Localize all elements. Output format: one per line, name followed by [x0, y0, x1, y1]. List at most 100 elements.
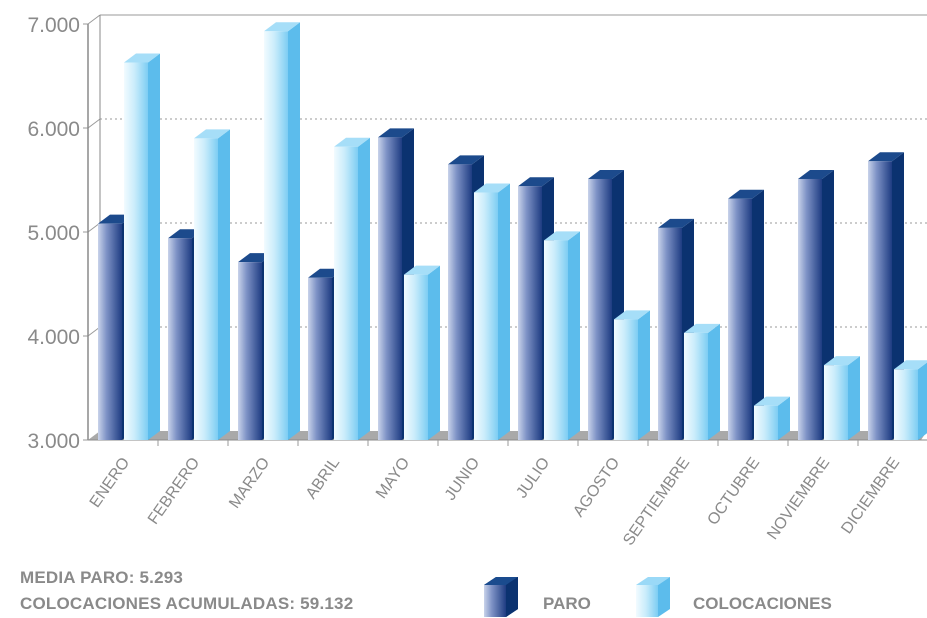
bar-colocaciones [334, 137, 370, 440]
bar-colocaciones [894, 360, 927, 440]
bar-colocaciones-side [848, 356, 860, 440]
bar-paro [728, 189, 764, 440]
legend-swatch-paro [484, 577, 518, 617]
y-tick-label: 5.000 [27, 222, 80, 245]
bar-colocaciones-top [334, 137, 370, 147]
bar-colocaciones-top [264, 22, 300, 32]
y-tick-label: 6.000 [27, 118, 80, 141]
bar-colocaciones [264, 22, 300, 441]
bar-colocaciones-side [568, 231, 580, 440]
bar-paro-top [448, 155, 484, 165]
bar-colocaciones [614, 310, 650, 440]
bar-colocaciones [824, 356, 860, 440]
bar-paro-side [752, 189, 764, 440]
bar-paro-top [588, 169, 624, 179]
x-tick-label: ABRIL [303, 454, 344, 502]
x-tick-label: NOVIEMBRE [764, 455, 833, 543]
bar-colocaciones-top [754, 396, 790, 406]
bar-colocaciones-side [638, 310, 650, 440]
y-tick-label: 3.000 [27, 430, 80, 453]
axis-layer [83, 15, 927, 446]
bar-colocaciones-side [218, 129, 230, 440]
colocaciones-acumuladas-label: COLOCACIONES ACUMULADAS: [20, 594, 296, 613]
bar-colocaciones-top [894, 360, 927, 370]
bar-paro-front [448, 164, 472, 440]
bar-colocaciones-front [824, 365, 848, 440]
x-tick-label: OCTUBRE [704, 455, 763, 529]
colocaciones-acumuladas-value: 59.132 [300, 594, 354, 613]
bar-colocaciones-front [404, 274, 428, 440]
legend-label-paro: PARO [543, 594, 591, 613]
x-tick-label: ENERO [87, 455, 134, 511]
bar-paro-front [378, 137, 402, 441]
bar-paro-top [658, 218, 694, 228]
bar-colocaciones-side [778, 396, 790, 440]
bar-colocaciones-top [194, 129, 230, 139]
x-tick-label: DICIEMBRE [838, 455, 903, 538]
bar-paro [868, 152, 904, 440]
bar-colocaciones-front [894, 369, 918, 440]
bar-colocaciones-top [684, 323, 720, 333]
bar-paro-top [518, 177, 554, 187]
legend-swatch-colocaciones [636, 577, 670, 617]
floor [88, 431, 927, 440]
bar-paro-front [588, 178, 612, 440]
bar-paro-top [798, 169, 834, 179]
legend-label-colocaciones: COLOCACIONES [693, 594, 832, 613]
x-tick-label: JUNIO [442, 455, 483, 504]
bar-colocaciones [404, 265, 440, 440]
bar-colocaciones-front [264, 31, 288, 441]
bar-colocaciones [124, 53, 160, 440]
bar-paro-front [868, 161, 892, 440]
bar-colocaciones-side [288, 22, 300, 441]
bar-colocaciones-top [404, 265, 440, 275]
x-tick-label: MARZO [226, 455, 273, 512]
bars-layer [98, 22, 927, 441]
bar-paro-front [658, 227, 682, 440]
media-paro-label: MEDIA PARO: [20, 568, 135, 587]
bar-colocaciones-top [614, 310, 650, 320]
gridline-depth [87, 14, 101, 25]
bar-paro-front [168, 238, 192, 440]
bar-colocaciones-top [124, 53, 160, 63]
bar-colocaciones [474, 183, 510, 441]
bar-paro-front [238, 262, 262, 440]
bar-colocaciones-side [498, 183, 510, 441]
x-tick-label: AGOSTO [570, 455, 623, 521]
bar-colocaciones-front [684, 332, 708, 440]
bar-colocaciones [194, 129, 230, 440]
bar-paro-front [308, 277, 332, 440]
bar-colocaciones-front [754, 405, 778, 440]
legend: PARO COLOCACIONES [484, 577, 832, 617]
bar-colocaciones [754, 396, 790, 440]
bar-colocaciones-front [474, 192, 498, 440]
bar-paro-front [98, 223, 122, 440]
media-paro-value: 5.293 [139, 568, 184, 587]
bar-colocaciones-top [474, 183, 510, 193]
bar-paro-front [518, 186, 542, 440]
bar-colocaciones-side [918, 362, 927, 440]
media-paro-line: MEDIA PARO: 5.293 [20, 568, 183, 588]
bar-colocaciones-side [358, 137, 370, 440]
x-tick-label: SEPTIEMBRE [620, 455, 693, 549]
y-tick-label: 7.000 [27, 14, 80, 37]
bar-colocaciones-front [334, 146, 358, 440]
x-tick-label: MAYO [373, 455, 413, 502]
colocaciones-acumuladas-line: COLOCACIONES ACUMULADAS: 59.132 [20, 594, 353, 614]
bar-colocaciones-side [148, 53, 160, 440]
x-tick-label: FEBRERO [145, 455, 203, 528]
bar-colocaciones-side [428, 265, 440, 440]
bar-colocaciones [684, 323, 720, 440]
bar-paro-front [728, 198, 752, 440]
x-tick-label: JULIO [513, 455, 553, 502]
bar-paro-front [798, 178, 822, 440]
bar-colocaciones-top [544, 231, 580, 241]
bar-colocaciones-front [544, 240, 568, 440]
bar-colocaciones-front [614, 319, 638, 440]
bar-colocaciones-front [194, 138, 218, 440]
bar-colocaciones-side [708, 323, 720, 440]
y-tick-label: 4.000 [27, 326, 80, 349]
bar-colocaciones [544, 231, 580, 440]
bar-paro-top [378, 128, 414, 138]
